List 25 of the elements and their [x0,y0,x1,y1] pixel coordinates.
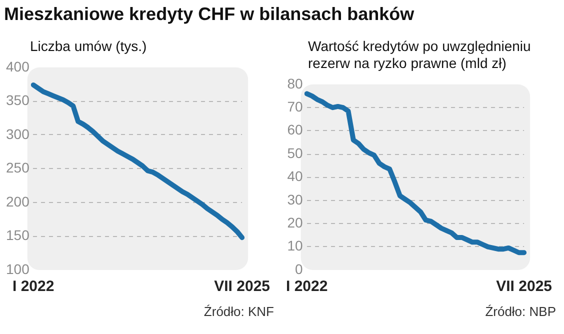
y-tick-label: 10 [287,238,304,254]
y-tick-label: 40 [287,168,304,184]
y-tick-label: 300 [6,126,30,142]
x-tick-label: VII 2025 [496,278,552,296]
y-tick-label: 70 [287,98,304,114]
y-tick-label: 400 [6,58,30,74]
x-tick-label: I 2022 [12,278,54,296]
y-tick-label: 20 [287,214,304,230]
y-tick-label: 150 [6,227,30,244]
y-tick-label: 0 [295,260,304,277]
y-tick-label: 50 [287,144,304,161]
y-tick-label: 200 [6,193,30,210]
y-axis-title: Wartość kredytów po uwzględnieniu rezerw na ryzko prawne (mld zł) [307,38,532,72]
y-tick-label: 30 [287,191,304,208]
y-tick-label: 60 [287,122,304,138]
y-tick-label: 100 [6,260,30,277]
y-tick-label: 350 [6,92,30,108]
text: Źródło: KNF [202,304,274,319]
text: Źródło: NBP [484,304,556,319]
x-tick-label: VII 2025 [214,278,270,296]
y-axis-title: Liczba umów (tys.) [29,38,148,55]
y-tick-label: 80 [287,75,304,92]
y-tick-label: 250 [6,160,30,176]
x-tick-label: I 2022 [286,278,328,296]
chart-title: Mieszkaniowe kredyty CHF w bilansach banków [3,3,414,26]
